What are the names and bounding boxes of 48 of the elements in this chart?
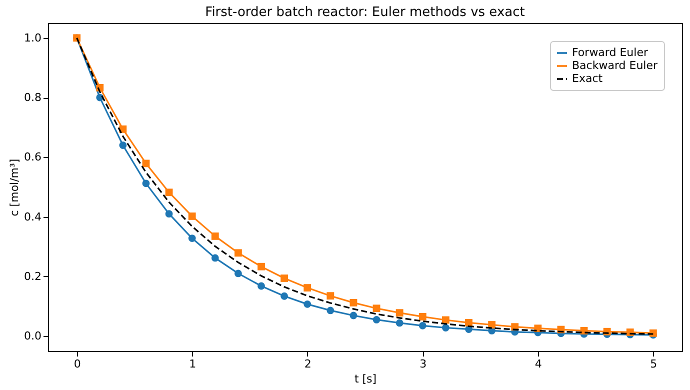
y-tick-label: 0.2 (24, 270, 42, 283)
point (165, 188, 173, 196)
point (418, 322, 426, 330)
point (304, 300, 312, 308)
point (142, 180, 150, 188)
point (165, 210, 173, 218)
chart-title: First-order batch reactor: Euler methods vs exact (205, 5, 525, 20)
point (465, 318, 472, 326)
point (326, 292, 334, 300)
x-tick-label: 2 (304, 358, 312, 370)
point (211, 254, 219, 262)
point (119, 142, 127, 149)
point (350, 298, 358, 306)
legend-label: Backward Euler (572, 59, 658, 72)
x-tick-label: 1 (189, 358, 196, 370)
x-axis-title: t [s] (354, 372, 377, 386)
point (350, 312, 358, 320)
x-tick-label: 4 (534, 358, 542, 370)
point (326, 306, 334, 314)
x-tick-label: 5 (650, 358, 658, 370)
point (142, 160, 150, 168)
y-tick-label: 0.4 (24, 210, 42, 224)
y-tick-label: 0.8 (24, 91, 42, 104)
point (234, 249, 242, 257)
point (188, 212, 196, 220)
point (396, 319, 404, 327)
point (304, 284, 312, 292)
point (418, 313, 426, 320)
point (211, 232, 219, 240)
x-tick-label: 0 (74, 358, 81, 370)
point (258, 282, 265, 290)
point (280, 274, 288, 282)
y-tick-label: 0.0 (24, 330, 42, 343)
legend-label: Exact (572, 72, 604, 85)
point (442, 324, 450, 332)
legend-label: Forward Euler (572, 46, 648, 59)
y-tick-label: 0.6 (24, 150, 42, 164)
point (258, 262, 265, 270)
x-tick-label: 3 (420, 358, 427, 370)
point (234, 270, 242, 278)
point (396, 309, 404, 317)
y-axis-title: c [mol/m³] (8, 158, 22, 216)
point (188, 234, 196, 242)
point (280, 292, 288, 300)
point (442, 316, 450, 324)
point (372, 316, 380, 324)
point (372, 304, 380, 312)
y-tick-label: 1.0 (24, 31, 42, 44)
